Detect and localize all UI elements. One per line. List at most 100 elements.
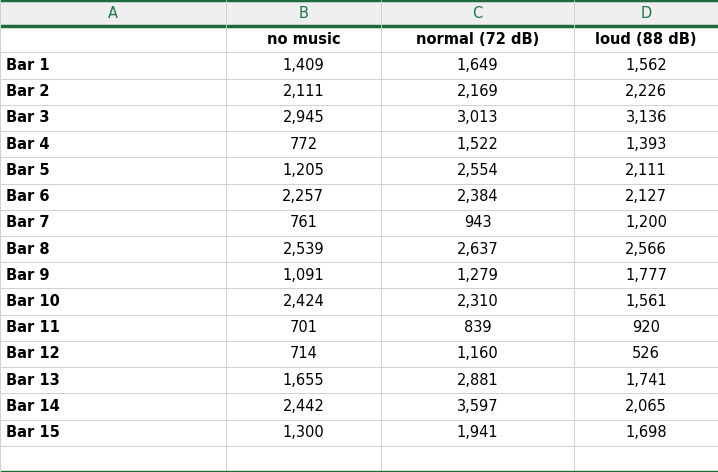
Text: 1,649: 1,649: [457, 58, 498, 73]
Bar: [0, 420, 226, 446]
Bar: [0, 79, 226, 105]
Text: 1,522: 1,522: [457, 137, 498, 152]
Text: Bar 8: Bar 8: [6, 242, 50, 257]
Text: 1,160: 1,160: [457, 346, 498, 362]
Text: Bar 12: Bar 12: [6, 346, 60, 362]
Text: Bar 11: Bar 11: [6, 320, 60, 335]
Bar: [0, 393, 226, 420]
Text: 1,741: 1,741: [625, 373, 667, 388]
Text: Bar 3: Bar 3: [6, 110, 50, 126]
Bar: [0, 446, 226, 472]
Bar: [226, 0, 381, 26]
Text: Bar 14: Bar 14: [6, 399, 60, 414]
Bar: [574, 131, 718, 157]
Text: Bar 1: Bar 1: [6, 58, 50, 73]
Bar: [0, 236, 226, 262]
Bar: [226, 79, 381, 105]
Bar: [381, 157, 574, 184]
Bar: [574, 446, 718, 472]
Text: 1,300: 1,300: [282, 425, 325, 440]
Text: 2,310: 2,310: [457, 294, 498, 309]
Bar: [381, 210, 574, 236]
Text: 3,597: 3,597: [457, 399, 498, 414]
Text: Bar 5: Bar 5: [6, 163, 50, 178]
Text: D: D: [640, 6, 652, 21]
Bar: [226, 288, 381, 315]
Bar: [0, 0, 226, 26]
Text: 1,698: 1,698: [625, 425, 667, 440]
Bar: [381, 26, 574, 52]
Text: Bar 2: Bar 2: [6, 84, 50, 99]
Bar: [226, 157, 381, 184]
Text: 2,881: 2,881: [457, 373, 498, 388]
Text: 2,554: 2,554: [457, 163, 498, 178]
Text: Bar 15: Bar 15: [6, 425, 60, 440]
Bar: [0, 262, 226, 288]
Bar: [226, 367, 381, 393]
Bar: [0, 210, 226, 236]
Text: 920: 920: [633, 320, 660, 335]
Text: 714: 714: [289, 346, 317, 362]
Bar: [381, 184, 574, 210]
Text: C: C: [472, 6, 482, 21]
Bar: [381, 79, 574, 105]
Text: Bar 13: Bar 13: [6, 373, 60, 388]
Bar: [574, 420, 718, 446]
Text: 2,111: 2,111: [282, 84, 325, 99]
Text: A: A: [108, 6, 118, 21]
Text: 1,279: 1,279: [457, 268, 498, 283]
Text: 772: 772: [289, 137, 317, 152]
Text: no music: no music: [266, 32, 340, 47]
Bar: [574, 393, 718, 420]
Text: 1,205: 1,205: [282, 163, 325, 178]
Bar: [0, 26, 226, 52]
Bar: [226, 420, 381, 446]
Bar: [381, 262, 574, 288]
Bar: [574, 157, 718, 184]
Text: 1,941: 1,941: [457, 425, 498, 440]
Text: 1,562: 1,562: [625, 58, 667, 73]
Bar: [574, 341, 718, 367]
Bar: [574, 52, 718, 79]
Text: 2,566: 2,566: [625, 242, 667, 257]
Text: 2,384: 2,384: [457, 189, 498, 204]
Bar: [381, 0, 574, 26]
Bar: [574, 26, 718, 52]
Bar: [0, 105, 226, 131]
Bar: [226, 52, 381, 79]
Bar: [226, 105, 381, 131]
Bar: [0, 341, 226, 367]
Bar: [381, 341, 574, 367]
Text: 1,777: 1,777: [625, 268, 667, 283]
Bar: [0, 184, 226, 210]
Bar: [381, 367, 574, 393]
Text: Bar 7: Bar 7: [6, 215, 50, 230]
Bar: [0, 52, 226, 79]
Bar: [381, 315, 574, 341]
Bar: [574, 262, 718, 288]
Bar: [0, 367, 226, 393]
Text: 2,442: 2,442: [282, 399, 325, 414]
Bar: [574, 0, 718, 26]
Text: Bar 9: Bar 9: [6, 268, 50, 283]
Text: 943: 943: [464, 215, 491, 230]
Text: normal (72 dB): normal (72 dB): [416, 32, 539, 47]
Bar: [226, 210, 381, 236]
Bar: [226, 393, 381, 420]
Bar: [574, 236, 718, 262]
Text: 1,655: 1,655: [283, 373, 324, 388]
Bar: [0, 315, 226, 341]
Bar: [381, 236, 574, 262]
Bar: [0, 131, 226, 157]
Bar: [226, 131, 381, 157]
Bar: [574, 288, 718, 315]
Bar: [381, 105, 574, 131]
Text: 3,136: 3,136: [625, 110, 667, 126]
Bar: [0, 157, 226, 184]
Text: B: B: [299, 6, 308, 21]
Text: 1,409: 1,409: [282, 58, 325, 73]
Text: 1,091: 1,091: [282, 268, 325, 283]
Text: 2,424: 2,424: [282, 294, 325, 309]
Text: loud (88 dB): loud (88 dB): [595, 32, 697, 47]
Text: 2,169: 2,169: [457, 84, 498, 99]
